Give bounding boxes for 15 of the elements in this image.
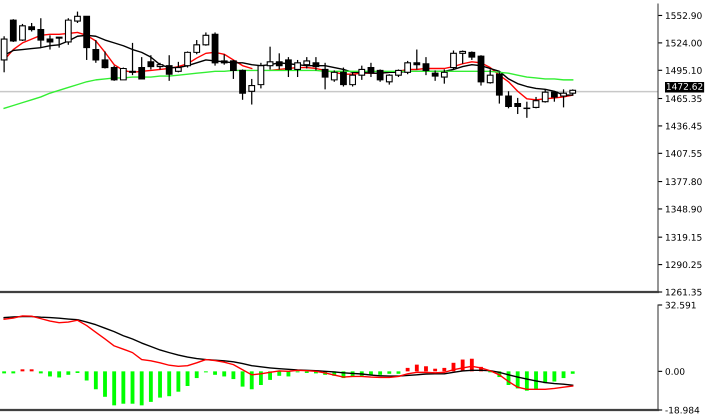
y-tick-label: -18.984 — [665, 406, 700, 414]
y-tick-label: 1261.35 — [666, 288, 702, 296]
y-tick-label: 1407.55 — [666, 150, 702, 157]
y-tick-label: 0.00 — [666, 368, 684, 375]
y-tick-label: 1377.80 — [666, 178, 702, 186]
y-tick-label: 32.591 — [666, 302, 696, 309]
y-tick-label: 1495.10 — [666, 67, 702, 74]
ref-line-label: 1472.62 — [666, 83, 702, 90]
y-tick-label: 1465.35 — [666, 95, 702, 102]
y-tick-label: 1552.90 — [666, 12, 702, 20]
y-tick-label: 1524.00 — [666, 40, 702, 46]
y-tick-label: 1436.45 — [666, 122, 702, 130]
y-tick-label: 1290.25 — [666, 261, 702, 268]
y-tick-label: 1348.90 — [666, 206, 702, 213]
y-tick-label: 1319.15 — [666, 234, 702, 241]
